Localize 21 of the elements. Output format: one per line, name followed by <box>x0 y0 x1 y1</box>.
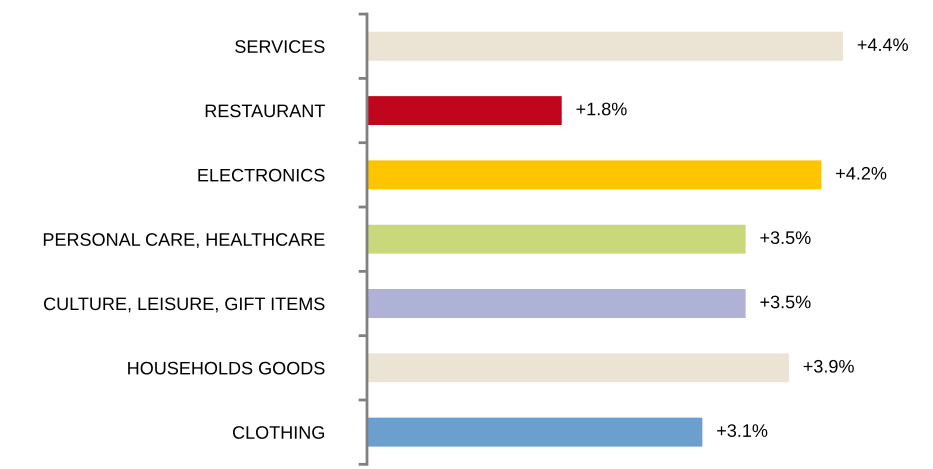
y-tick-label: CLOTHING <box>232 426 324 439</box>
bar <box>367 96 562 126</box>
data-label: +4.4% <box>858 38 908 52</box>
data-label: +1.8% <box>576 102 627 116</box>
bar <box>367 224 746 254</box>
y-tick-label: HOUSEHOLDS GOODS <box>128 362 325 375</box>
data-label: +3.1% <box>717 424 768 437</box>
y-tick-label: RESTAURANT <box>206 104 325 118</box>
bar <box>367 418 702 447</box>
bar <box>367 289 746 318</box>
y-tick-label: CULTURE, LEISURE, GIFT ITEMS <box>44 297 325 312</box>
y-tick-label: ELECTRONICS <box>198 168 325 182</box>
data-label: +3.5% <box>760 296 811 308</box>
data-label: +3.5% <box>760 231 811 244</box>
y-tick-label: SERVICES <box>235 40 324 53</box>
data-label: +4.2% <box>836 166 886 180</box>
data-label: +3.9% <box>804 360 854 373</box>
bar <box>367 353 789 382</box>
y-tick-label: PERSONAL CARE, HEALTHCARE <box>44 233 325 248</box>
bar <box>367 32 843 61</box>
bar <box>367 160 822 190</box>
